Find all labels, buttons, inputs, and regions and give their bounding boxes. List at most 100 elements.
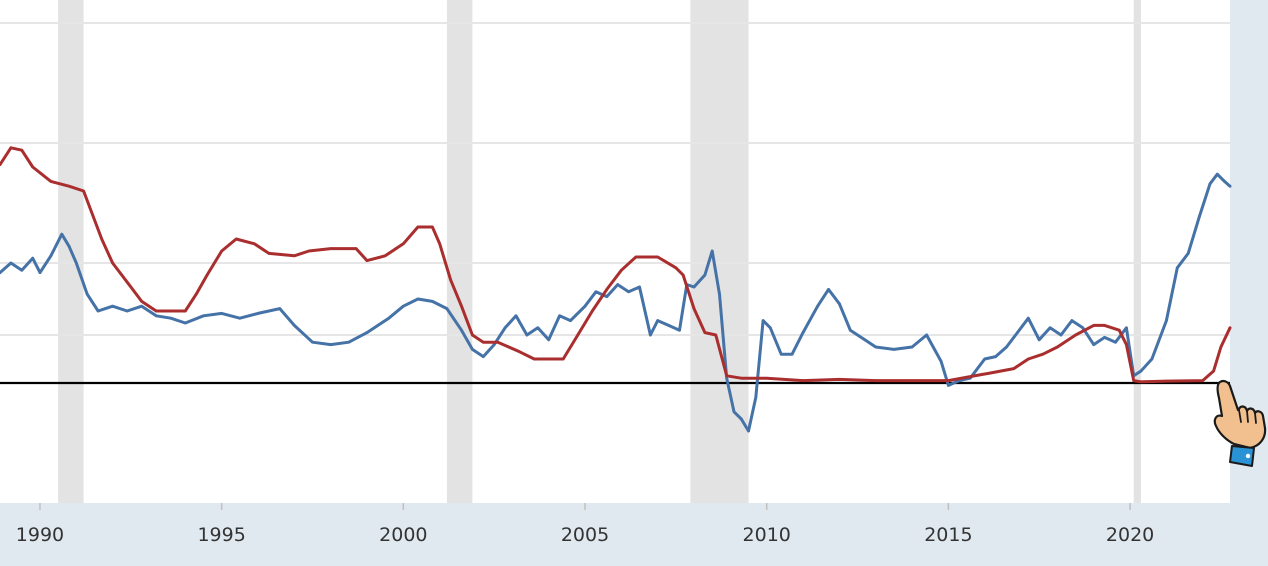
series-1-point — [111, 304, 114, 308]
series-2-point — [518, 350, 521, 354]
series-1-point — [627, 290, 630, 294]
series-2-point — [1027, 357, 1030, 361]
series-2-point — [874, 379, 878, 382]
series-1-point — [503, 326, 507, 330]
series-2-point — [67, 184, 71, 188]
series-1-point — [1208, 182, 1212, 186]
series-1-point — [1125, 326, 1128, 330]
series-line-2 — [0, 146, 1232, 384]
series-1-point — [169, 316, 173, 320]
series-1-point — [1176, 266, 1179, 270]
series-2-point — [547, 357, 550, 361]
series-2-point — [140, 300, 144, 303]
series-2-point — [1012, 367, 1016, 370]
series-1-point — [769, 326, 772, 330]
series-2-point — [402, 242, 405, 246]
series-1-point — [583, 304, 587, 308]
series-1-point — [649, 333, 652, 337]
series-1-point — [31, 256, 35, 260]
series-2-point — [1219, 345, 1223, 349]
series-1-point — [594, 290, 598, 294]
series-1-point — [1005, 345, 1008, 349]
series-1-point — [293, 324, 296, 327]
series-1-point — [732, 410, 736, 414]
series-2-point — [449, 278, 452, 282]
series-2-point — [267, 252, 271, 255]
series-1-point — [827, 288, 830, 291]
series-1-point — [184, 321, 187, 325]
series-1-point — [725, 376, 729, 380]
series-1-point — [1215, 172, 1219, 176]
series-1-point — [431, 300, 434, 303]
series-1-point — [329, 343, 332, 346]
series-2-point — [125, 280, 129, 284]
series-2-point — [634, 255, 638, 259]
series-1-point — [838, 302, 841, 306]
series-2-point — [1103, 324, 1106, 327]
series-1-point — [525, 333, 529, 337]
series-1-point — [9, 261, 13, 265]
series-2-point — [438, 242, 441, 246]
series-2-point — [620, 268, 623, 272]
series-1-point — [1081, 326, 1085, 330]
series-1-point — [140, 304, 144, 308]
series-1-point — [238, 316, 242, 320]
series-1-point — [402, 304, 405, 308]
series-2-point — [692, 307, 696, 310]
series-2-point — [496, 340, 500, 344]
series-2-point — [590, 309, 594, 313]
series-2-point — [82, 189, 85, 193]
series-2-point — [605, 288, 609, 291]
series-1-point — [154, 314, 158, 318]
series-1-point — [754, 396, 758, 399]
series-1-point — [492, 343, 496, 346]
series-2-point — [9, 146, 13, 150]
series-1-point — [848, 328, 852, 332]
series-2-point — [714, 333, 718, 337]
series-2-point — [460, 304, 463, 308]
series-1-point — [387, 316, 391, 320]
series-1-point — [460, 328, 463, 332]
series-2-point — [194, 292, 198, 296]
series-2-point — [184, 309, 187, 313]
series-2-point — [0, 163, 2, 166]
series-1-point — [471, 348, 474, 351]
grid-lines — [0, 22, 1230, 336]
series-1-point — [616, 283, 620, 286]
x-axis: 1990 1995 2000 2005 2010 2015 2020 — [16, 503, 1154, 546]
series-1-point — [994, 355, 997, 358]
recession-band-4 — [1133, 0, 1141, 503]
series-2-point — [838, 378, 841, 381]
x-tick-label: 1990 — [16, 524, 64, 546]
series-2-point — [801, 379, 805, 382]
series-1-point — [202, 314, 205, 318]
x-tick-label: 2015 — [924, 524, 972, 546]
series-2-point — [1228, 326, 1232, 330]
series-1-point — [678, 328, 681, 332]
series-1-point — [1059, 333, 1063, 337]
x-tick-label: 2000 — [379, 524, 427, 546]
series-1-point — [67, 244, 71, 248]
series-1-point — [256, 312, 260, 315]
series-1-point — [638, 285, 641, 289]
series-1-point — [0, 271, 2, 274]
series-2-point — [1056, 345, 1059, 349]
series-2-point — [1132, 379, 1136, 382]
series-1-point — [790, 352, 794, 356]
series-2-point — [739, 376, 743, 380]
series-1-point — [569, 319, 572, 322]
series-1-point — [514, 314, 518, 318]
series-1-point — [1027, 316, 1030, 320]
series-1-point — [892, 348, 896, 351]
series-1-point — [779, 352, 783, 356]
series-1-point — [125, 309, 129, 313]
series-1-point — [816, 304, 819, 308]
series-1-point — [536, 326, 540, 330]
series-1-point — [1197, 216, 1201, 219]
series-1-point — [547, 338, 550, 342]
series-2-point — [205, 273, 209, 277]
series-1-point — [801, 331, 805, 334]
series-1-point — [939, 360, 943, 363]
series-1-point — [104, 307, 107, 310]
